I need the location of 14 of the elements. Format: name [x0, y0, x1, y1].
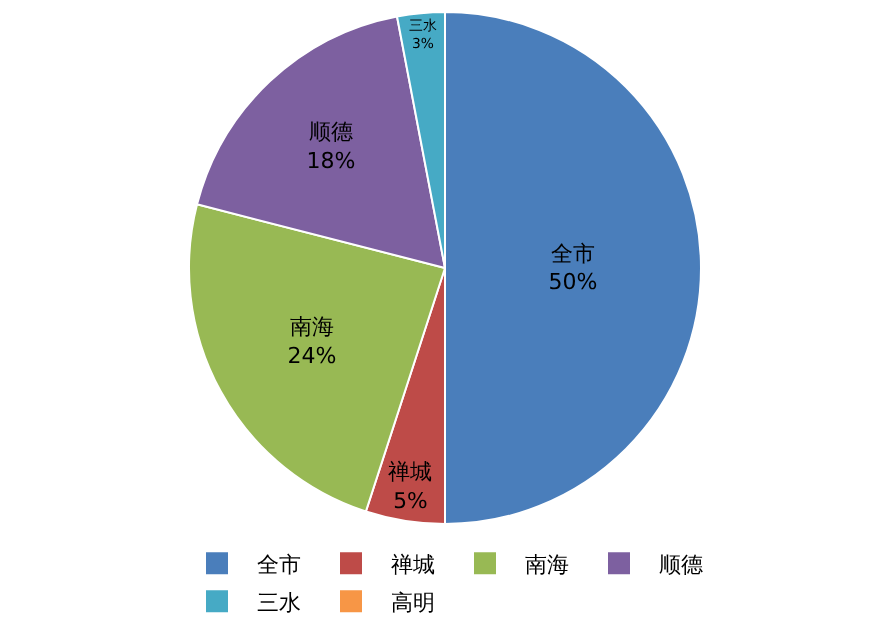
legend-label: 三水	[257, 589, 301, 616]
legend-label: 南海	[525, 551, 569, 578]
slice-label: 禅城	[388, 459, 433, 486]
data-label: 24%	[287, 342, 337, 369]
legend-label: 全市	[257, 551, 301, 578]
legend-label: 高明	[391, 589, 435, 616]
slice-label: 南海	[289, 313, 334, 340]
data-label: 5%	[393, 487, 428, 514]
slice-label: 全市	[551, 240, 595, 267]
legend-label: 顺德	[659, 551, 703, 578]
data-label: 50%	[548, 269, 598, 296]
data-label: 18%	[306, 147, 356, 174]
slice-label: 顺德	[308, 119, 353, 146]
legend-label: 禅城	[391, 551, 435, 578]
